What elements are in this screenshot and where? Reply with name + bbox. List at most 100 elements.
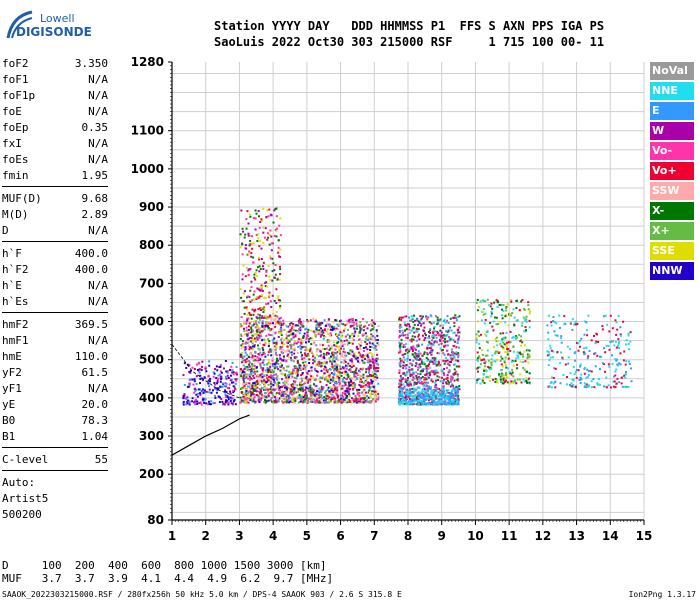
echo-point xyxy=(425,367,428,370)
echo-point xyxy=(295,324,298,327)
echo-point xyxy=(261,322,264,325)
echo-point xyxy=(421,375,424,378)
echo-point xyxy=(408,323,411,326)
echo-point xyxy=(252,389,255,392)
echo-point xyxy=(244,361,247,364)
echo-point xyxy=(298,318,301,321)
echo-point xyxy=(300,341,303,344)
echo-point xyxy=(422,402,425,405)
echo-point xyxy=(217,374,220,377)
echo-point xyxy=(239,287,242,290)
echo-point xyxy=(286,335,289,338)
echo-point xyxy=(422,397,425,400)
echo-point xyxy=(250,326,253,329)
echo-point xyxy=(224,393,227,396)
echo-point xyxy=(602,347,605,350)
echo-point xyxy=(247,269,250,272)
echo-point xyxy=(375,362,378,365)
echo-point xyxy=(241,227,244,230)
echo-point xyxy=(279,362,282,365)
echo-point xyxy=(204,366,207,369)
echo-point xyxy=(623,374,626,377)
echo-point xyxy=(484,354,487,357)
param-row-fmin: fmin 1.95 xyxy=(2,168,108,184)
echo-point xyxy=(339,365,342,368)
echo-point xyxy=(400,326,403,329)
echo-point xyxy=(359,353,362,356)
echo-point xyxy=(281,359,284,362)
echo-point xyxy=(321,329,324,332)
echo-point xyxy=(549,356,552,359)
echo-point xyxy=(232,385,235,388)
echo-point xyxy=(454,359,457,362)
echo-point xyxy=(240,333,243,336)
echo-point xyxy=(239,396,242,399)
echo-point xyxy=(506,303,509,306)
echo-point xyxy=(315,324,318,327)
echo-point xyxy=(252,359,255,362)
echo-point xyxy=(403,321,406,324)
echo-point xyxy=(506,367,509,370)
echo-point xyxy=(270,235,273,238)
echo-point xyxy=(254,326,257,329)
echo-point xyxy=(617,342,620,345)
echo-point xyxy=(487,359,490,362)
echo-point xyxy=(365,375,368,378)
echo-point xyxy=(398,325,401,328)
echo-point xyxy=(251,363,254,366)
echo-point xyxy=(318,396,321,399)
echo-point xyxy=(481,379,484,382)
echo-point xyxy=(268,294,271,297)
echo-point xyxy=(419,373,422,376)
echo-point xyxy=(229,392,232,395)
echo-point xyxy=(368,401,371,404)
echo-point xyxy=(250,280,253,283)
echo-point xyxy=(331,351,334,354)
echo-point xyxy=(323,365,326,368)
echo-point xyxy=(452,402,455,405)
echo-point xyxy=(570,382,573,385)
echo-point xyxy=(324,324,327,327)
echo-point xyxy=(491,307,494,310)
echo-point xyxy=(260,294,263,297)
echo-point xyxy=(497,300,500,303)
echo-point xyxy=(368,371,371,374)
echo-point xyxy=(320,361,323,364)
echo-point xyxy=(244,400,247,403)
echo-point xyxy=(559,337,562,340)
echo-point xyxy=(270,318,273,321)
echo-point xyxy=(333,389,336,392)
echo-point xyxy=(375,373,378,376)
echo-point xyxy=(523,317,526,320)
echo-point xyxy=(277,295,280,298)
echo-point xyxy=(402,383,405,386)
echo-point xyxy=(262,343,265,346)
echo-point xyxy=(337,346,340,349)
echo-point xyxy=(281,400,284,403)
echo-point xyxy=(481,353,484,356)
echo-point xyxy=(216,379,219,382)
echo-point xyxy=(245,322,248,325)
echo-point xyxy=(302,361,305,364)
echo-point xyxy=(337,364,340,367)
echo-point xyxy=(257,326,260,329)
echo-point xyxy=(347,387,350,390)
echo-point xyxy=(399,349,402,352)
echo-point xyxy=(443,393,446,396)
echo-point xyxy=(258,397,261,400)
echo-point xyxy=(457,386,460,389)
echo-point xyxy=(607,384,610,387)
echo-point xyxy=(371,398,374,401)
echo-point xyxy=(343,381,346,384)
echo-point xyxy=(423,339,426,342)
echo-point xyxy=(226,386,229,389)
echo-point xyxy=(361,397,364,400)
echo-point xyxy=(453,352,456,355)
echo-point xyxy=(403,372,406,375)
echo-point xyxy=(360,385,363,388)
echo-point xyxy=(519,360,522,363)
echo-point xyxy=(495,336,498,339)
echo-point xyxy=(270,242,273,245)
echo-point xyxy=(419,403,422,406)
echo-point xyxy=(303,332,306,335)
